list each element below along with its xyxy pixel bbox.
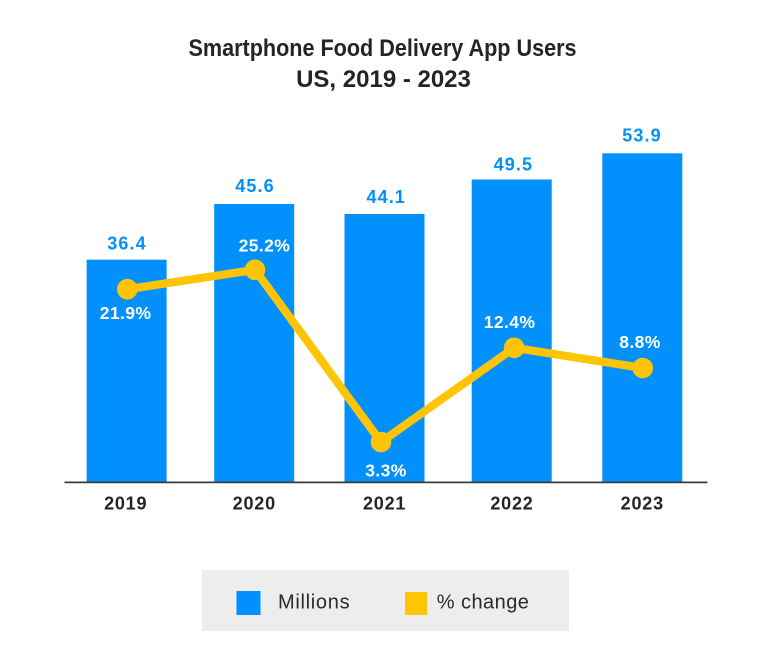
svg-text:36.4: 36.4 xyxy=(107,234,146,254)
svg-text:Millions: Millions xyxy=(278,592,350,614)
svg-text:3.3%: 3.3% xyxy=(365,461,407,481)
svg-text:25.2%: 25.2% xyxy=(239,235,291,255)
svg-text:8.8%: 8.8% xyxy=(619,332,661,352)
svg-text:2022: 2022 xyxy=(490,494,533,514)
svg-text:44.1: 44.1 xyxy=(366,187,405,207)
svg-text:2019: 2019 xyxy=(104,494,147,514)
svg-text:2023: 2023 xyxy=(621,494,664,514)
svg-text:US, 2019 - 2023: US, 2019 - 2023 xyxy=(296,66,471,93)
svg-text:% change: % change xyxy=(437,592,530,614)
svg-text:Smartphone Food Delivery App U: Smartphone Food Delivery App Users xyxy=(188,34,576,61)
svg-text:12.4%: 12.4% xyxy=(484,312,536,332)
svg-text:2021: 2021 xyxy=(363,494,406,514)
svg-text:53.9: 53.9 xyxy=(622,126,661,146)
svg-text:49.5: 49.5 xyxy=(494,154,533,174)
svg-text:2020: 2020 xyxy=(233,494,276,514)
svg-text:21.9%: 21.9% xyxy=(100,303,152,323)
svg-text:45.6: 45.6 xyxy=(235,176,274,196)
